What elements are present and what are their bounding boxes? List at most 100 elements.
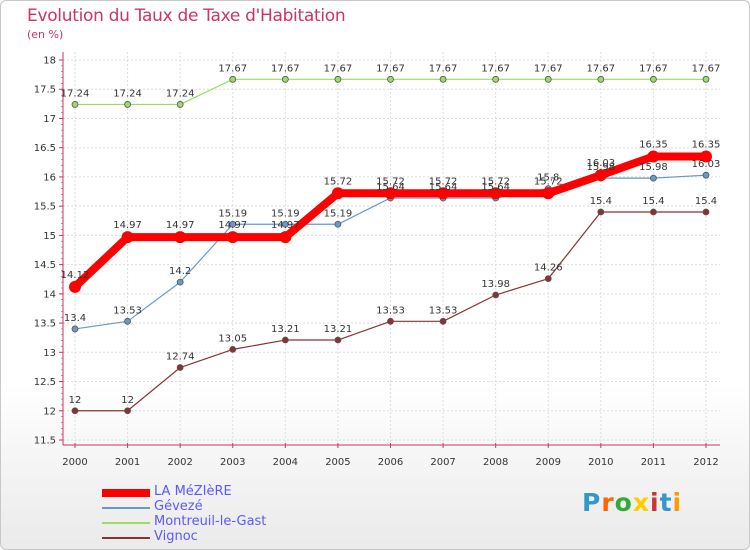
data-label: 17.67 [429,63,458,74]
y-tick-label: 12.5 [34,377,56,388]
data-label: 15.72 [534,176,563,187]
data-label: 14.97 [166,220,195,231]
data-point [492,291,500,299]
data-point [334,75,342,83]
data-label: 13.21 [324,324,353,335]
y-tick-label: 12 [43,406,56,417]
legend-label: LA MéZIèRE [154,484,232,499]
data-point [544,75,552,83]
x-tick-label: 2011 [641,457,666,468]
y-tick-label: 16.5 [34,143,56,154]
data-label: 15.8 [537,173,559,184]
chart-unit: (en %) [27,28,64,41]
series-layer [69,75,712,415]
x-tick-label: 2008 [483,457,508,468]
y-tick-label: 14 [43,289,56,300]
data-label: 15.72 [324,176,353,187]
data-point [71,101,79,108]
data-point [229,75,237,83]
data-point [71,325,79,333]
data-point [439,75,447,83]
data-label: 13.4 [64,313,86,324]
data-point [334,220,342,228]
data-label: 15.64 [376,182,405,193]
legend-swatch [102,507,150,509]
data-point [542,187,555,200]
data-label: 12 [121,395,134,406]
data-point [702,171,710,179]
data-point [124,101,131,108]
legend-swatch [102,537,150,539]
data-point [334,336,342,344]
data-point [229,220,237,228]
x-tick-label: 2002 [167,457,192,468]
data-point [331,187,344,200]
data-point [387,75,394,83]
logo-letter: P [582,488,602,517]
data-point [492,75,500,83]
y-tick-label: 14.5 [34,260,56,271]
x-tick-label: 2006 [378,457,403,468]
data-point [544,275,552,283]
data-label: 14.2 [169,266,191,277]
data-label: 16.35 [692,139,721,150]
logo-letter: i [672,488,683,517]
data-point [702,208,710,216]
axis-layer: 11.5 12 12.5 13 13.5 14 14.5 15 15.5 16 16.5 17 17.5… [34,52,720,468]
data-label: 17.67 [324,63,353,74]
y-tick-label: 11.5 [34,436,56,447]
data-label: 13.53 [376,305,405,316]
logo-letter: x [632,488,650,517]
data-point [69,280,81,293]
y-tick-label: 13 [43,348,56,359]
data-label: 13.53 [113,305,142,316]
logo-letter: i [650,488,660,517]
data-label: 17.24 [166,88,195,99]
data-label: 14.97 [218,220,247,231]
x-tick-label: 2010 [588,457,613,468]
data-point [597,208,605,216]
data-label: 16.03 [692,159,721,170]
y-tick-label: 15.5 [34,202,56,213]
data-label: 15.98 [587,162,616,173]
y-tick-label: 13.5 [34,319,56,330]
data-point [489,187,502,200]
y-tick-label: 16 [43,172,56,183]
y-tick-label: 17 [43,114,56,125]
x-tick-label: 2000 [62,457,87,468]
logo-letter: r [601,488,615,517]
data-label: 15.64 [429,182,458,193]
data-point [71,407,79,415]
data-point [279,231,292,244]
data-point [650,174,657,182]
legend-swatch [102,489,150,497]
data-label: 17.67 [271,63,300,74]
data-label: 15.72 [429,176,458,187]
y-tick-label: 15 [43,231,56,242]
data-label: 15.19 [218,208,247,219]
data-label: 15.4 [695,196,717,207]
data-label: 12 [69,395,82,406]
data-label: 15.4 [590,196,612,207]
data-point [121,231,134,244]
y-tick-label: 17.5 [34,85,56,96]
data-point [226,231,239,244]
data-label: 15.19 [324,208,353,219]
data-point [597,75,605,83]
data-point [647,150,660,163]
data-label: 14.12 [61,270,90,281]
chart-title: Evolution du Taux de Taxe d'Habitation [27,6,346,26]
data-point [281,336,289,344]
data-point [281,75,289,83]
data-point [229,345,237,353]
legend-swatch [102,522,150,524]
data-label-layer: 17.24 17.24 17.24 17.67 17.67 17.67 17.67 17.67… [61,63,721,405]
x-tick-label: 2001 [115,457,140,468]
data-label: 15.4 [642,196,664,207]
data-point [176,101,184,108]
data-point [124,317,131,325]
data-point [702,75,710,83]
x-tick-label: 2003 [220,457,245,468]
data-label: 13.53 [429,305,458,316]
